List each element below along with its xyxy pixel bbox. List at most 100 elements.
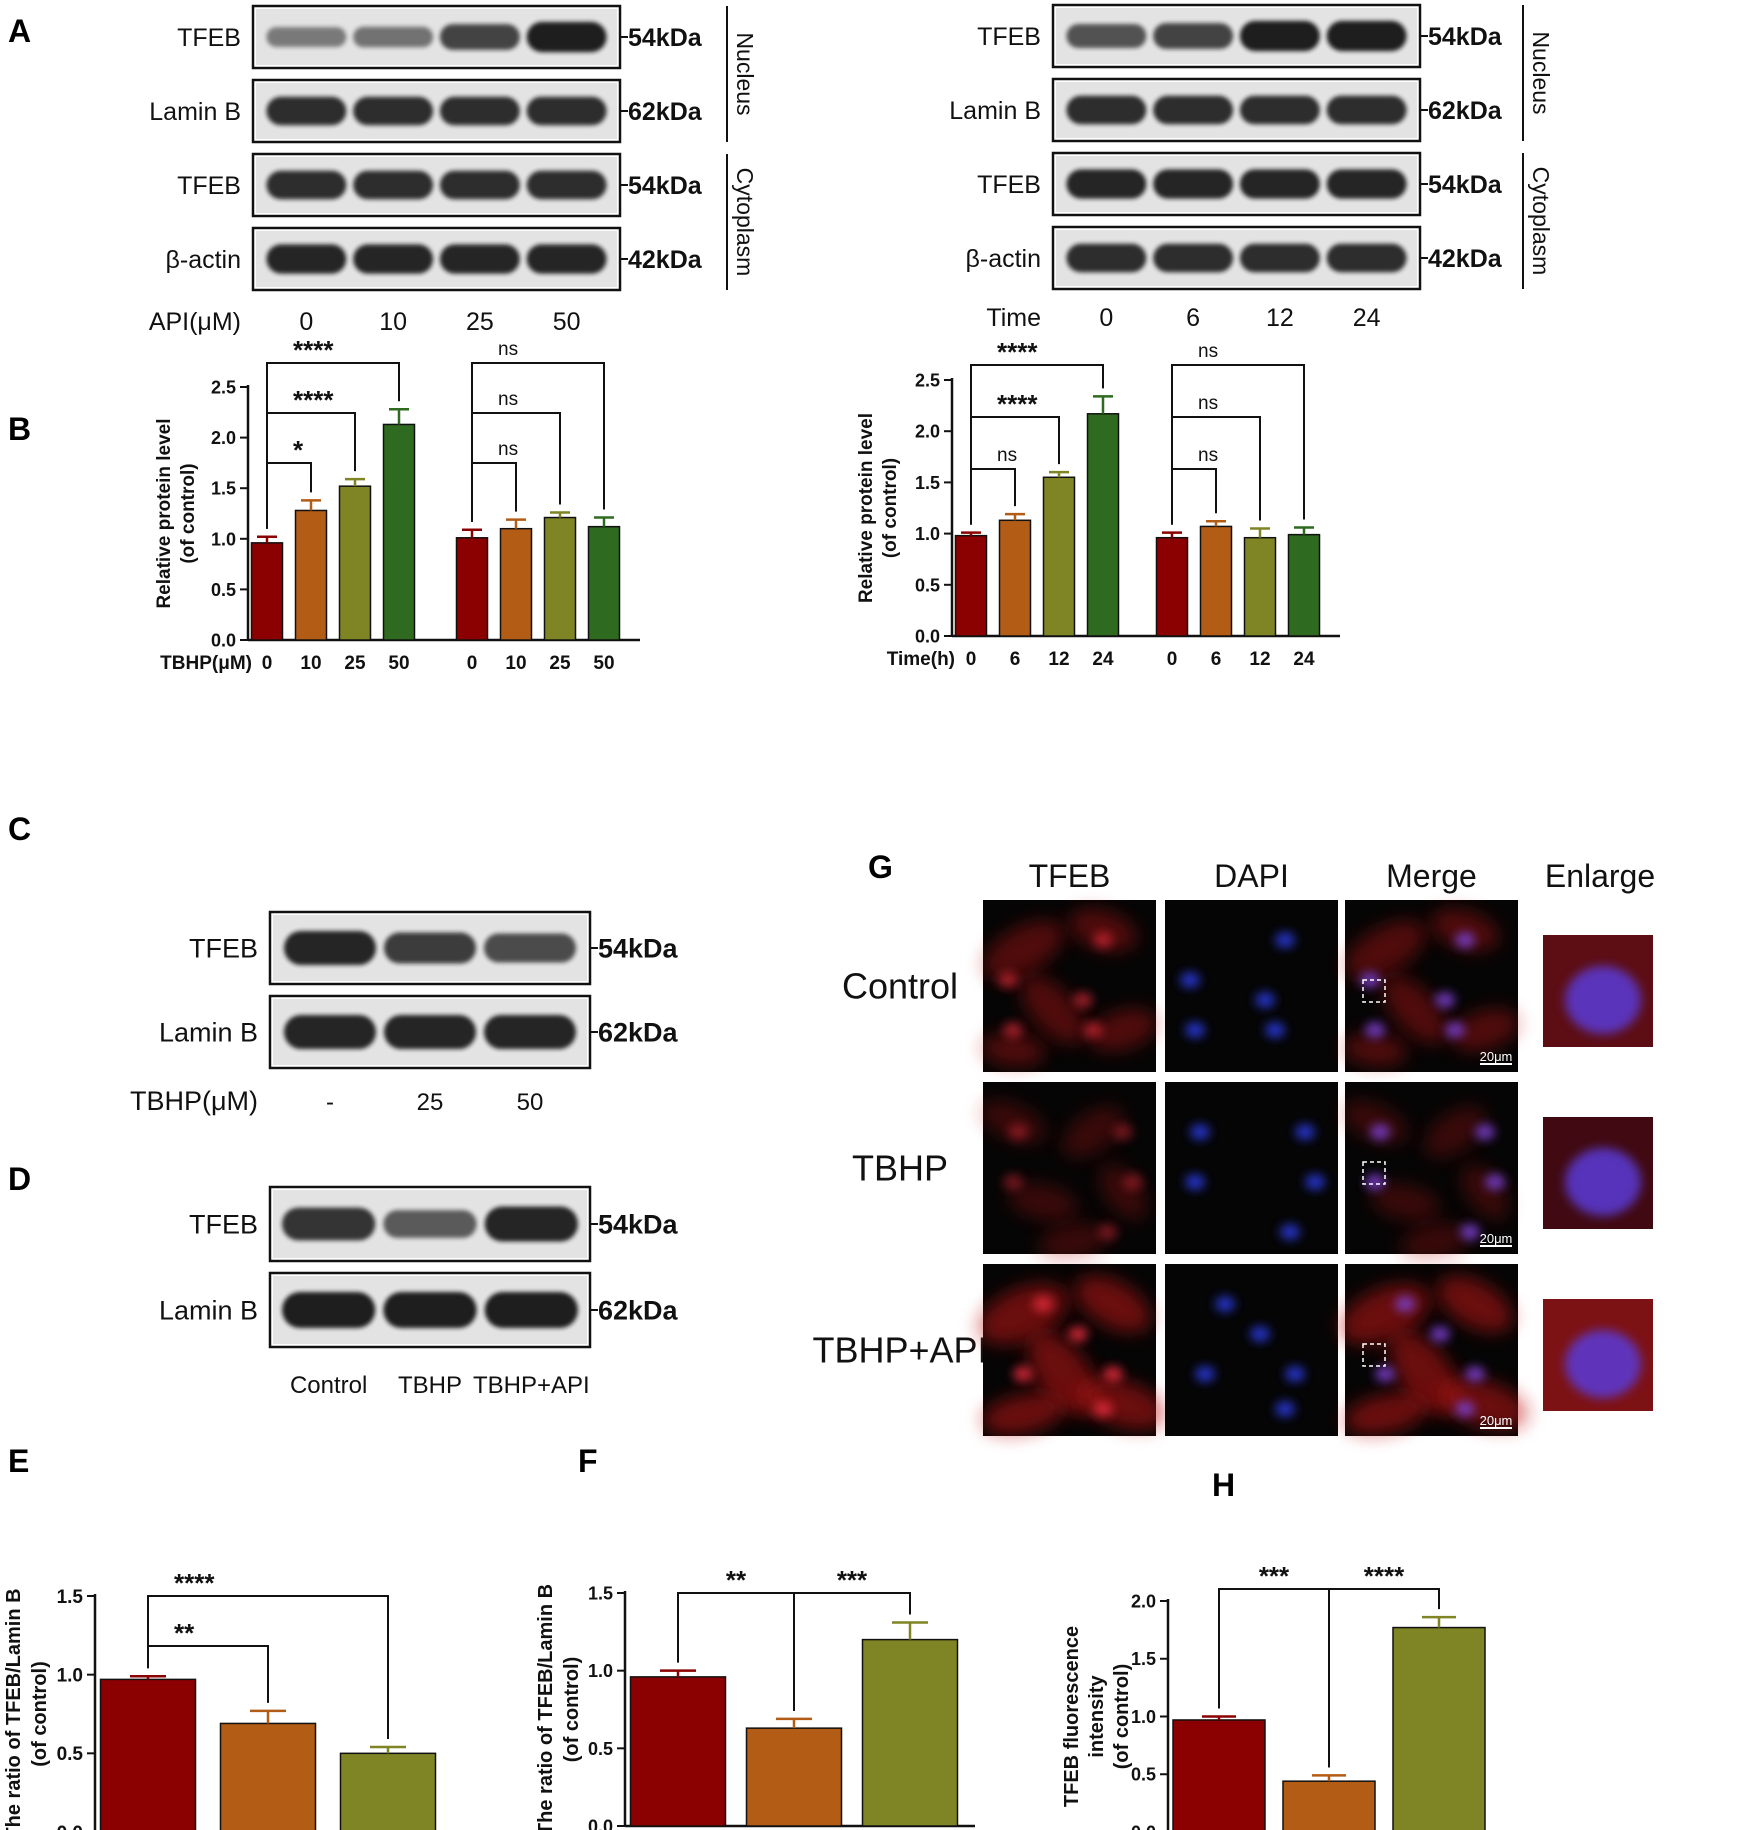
enlarge-nucleus (1565, 966, 1641, 1034)
nuclear-tfeb (1073, 992, 1093, 1008)
y-axis-title: intensity (1086, 1675, 1108, 1758)
lane-label: 25 (417, 1089, 444, 1116)
nucleus (1195, 1366, 1215, 1382)
kda-label: 62kDa (598, 1296, 679, 1326)
nucleus (1285, 1366, 1305, 1382)
blot-band-label: TFEB (189, 1210, 258, 1240)
y-tick-label: 1.5 (588, 1583, 613, 1603)
blot-band (384, 1015, 476, 1049)
bar (338, 485, 372, 641)
y-tick-label: 0.0 (57, 1823, 83, 1830)
significance-label: ** (174, 1618, 195, 1648)
nuclear-tfeb (1093, 932, 1113, 948)
bar (250, 542, 284, 641)
bar (1172, 1719, 1266, 1830)
cell-cytoplasm (1461, 1164, 1509, 1220)
blot-band (266, 96, 347, 126)
nucleus (1475, 1124, 1495, 1140)
lane-label: TBHP+API (473, 1372, 590, 1399)
bar (543, 516, 577, 641)
blot-band-label: Lamin B (159, 1018, 258, 1048)
y-axis-title: (of control) (561, 1657, 583, 1763)
bar (587, 525, 621, 641)
y-axis-title: TFEB fluorescence (1061, 1626, 1083, 1807)
panel-letter-d: D (8, 1161, 31, 1197)
significance-label: **** (997, 337, 1038, 367)
column-header: Merge (1386, 858, 1477, 894)
blot-band (384, 932, 476, 964)
y-tick-label: 1.0 (57, 1666, 83, 1687)
lane-label: TBHP (398, 1372, 462, 1399)
significance-bracket (970, 364, 1104, 525)
x-tick-label: 6 (1211, 649, 1222, 670)
significance-bracket (147, 1595, 389, 1740)
cell-cytoplasm (1344, 1393, 1426, 1435)
x-tick-label: 0 (1167, 649, 1178, 670)
significance-label: *** (1259, 1561, 1290, 1591)
y-axis-title: The ratio of TFEB/Lamin B (535, 1584, 557, 1830)
cell-cytoplasm (980, 1100, 1046, 1144)
bar (745, 1727, 843, 1827)
lane-label: 24 (1353, 304, 1381, 332)
blot-band (1326, 20, 1407, 52)
nucleus (1455, 932, 1475, 948)
x-tick-label: 25 (344, 653, 366, 674)
y-tick-label: 1.5 (915, 473, 940, 493)
cell-cytoplasm (1075, 1275, 1151, 1333)
blot-band (526, 170, 607, 200)
nuclear-tfeb (1093, 1401, 1113, 1417)
nuclear-tfeb (1033, 1296, 1053, 1312)
nuclear-tfeb (1123, 1174, 1143, 1190)
blot-band (282, 1207, 376, 1241)
y-tick-label: 0.5 (211, 580, 236, 600)
cell-cytoplasm (1021, 976, 1085, 1044)
y-tick-label: 0.5 (915, 575, 940, 595)
bar (1282, 1780, 1376, 1830)
compartment-label: Cytoplasm (1528, 167, 1554, 276)
lane-axis-label: Time (986, 304, 1041, 332)
nucleus (1485, 1174, 1505, 1190)
y-tick-label: 1.5 (57, 1587, 84, 1608)
bar (954, 534, 988, 637)
kda-label: 62kDa (1428, 97, 1503, 125)
blot-band (439, 170, 520, 200)
x-tick-label: 10 (505, 653, 526, 674)
x-tick-label: 0 (966, 649, 977, 670)
compartment-label: Cytoplasm (732, 168, 758, 277)
lane-axis-label: TBHP(μM) (130, 1086, 258, 1116)
significance-bracket (1171, 364, 1305, 525)
y-tick-label: 0.5 (57, 1744, 84, 1765)
significance-label: ns (498, 389, 518, 410)
cell-cytoplasm (1069, 908, 1137, 952)
nucleus (1365, 1022, 1385, 1038)
blot-band (484, 1292, 578, 1328)
y-tick-label: 2.0 (1131, 1591, 1156, 1611)
significance-label: **** (293, 335, 334, 365)
blot-band (266, 170, 347, 200)
panel-letter-f: F (578, 1443, 598, 1479)
y-tick-label: 1.0 (1131, 1707, 1156, 1727)
blot-band (1066, 23, 1147, 49)
y-axis-title: (of control) (1111, 1664, 1133, 1770)
panel-letter-g: G (868, 849, 893, 885)
row-label: TBHP+API (812, 1330, 987, 1371)
cell-cytoplasm (982, 920, 1064, 980)
nucleus (1250, 1326, 1270, 1342)
enlarge-roi-box (1362, 1343, 1386, 1367)
y-tick-label: 1.0 (211, 529, 236, 549)
lane-label: 50 (553, 308, 581, 336)
nucleus (1275, 1401, 1295, 1417)
blot-band (439, 244, 520, 274)
cell-cytoplasm (1089, 1008, 1157, 1052)
blot-band-label: TFEB (977, 23, 1041, 51)
nucleus (1465, 1366, 1485, 1382)
x-tick-label: 10 (300, 653, 321, 674)
nuclear-tfeb (1003, 1022, 1023, 1038)
blot-band (439, 24, 520, 50)
y-axis-title: (of control) (880, 458, 901, 558)
cell-cytoplasm (1400, 1223, 1470, 1261)
blot-band (353, 26, 434, 48)
significance-bracket (793, 1592, 911, 1711)
bar (1155, 536, 1189, 637)
cell-cytoplasm (1342, 1100, 1408, 1144)
